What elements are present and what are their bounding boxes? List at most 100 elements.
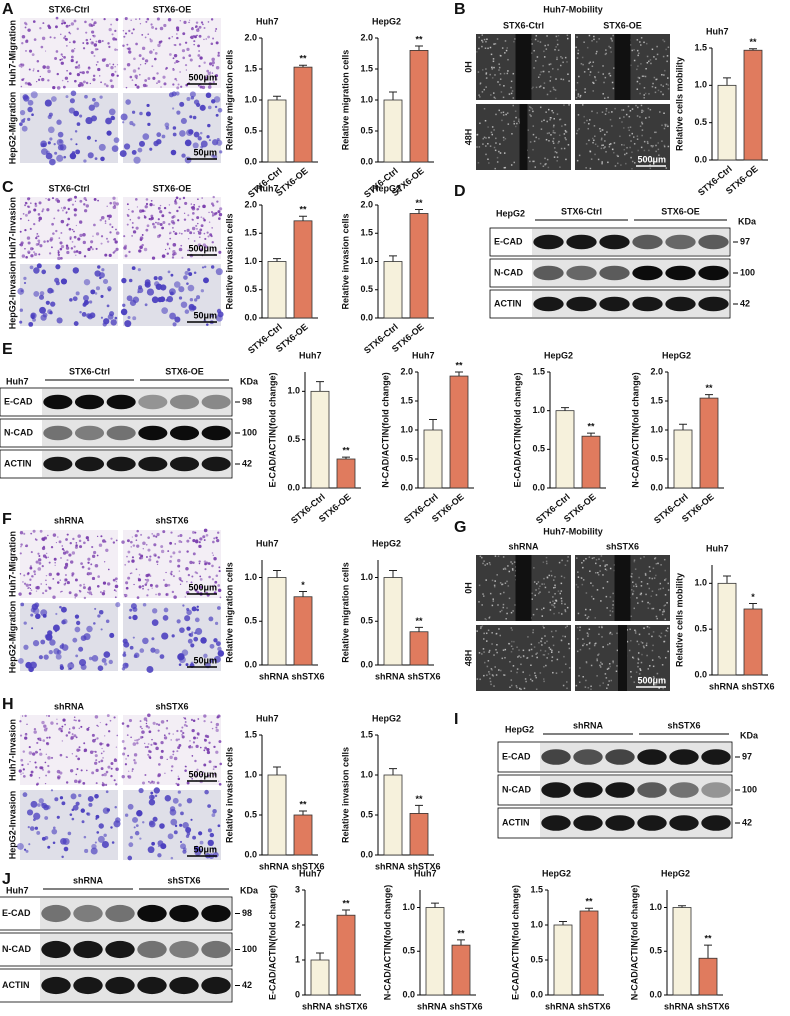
cell-speck [79, 584, 82, 587]
bar [337, 915, 355, 995]
cell-speck [617, 650, 619, 652]
cell-speck [653, 56, 655, 58]
cell-speck [139, 18, 140, 19]
cell-speck [640, 558, 642, 560]
cell-speck [490, 47, 492, 49]
cell-speck [75, 66, 78, 69]
cell-speck [504, 167, 506, 169]
y-tick-label: 0.0 [360, 659, 373, 669]
cell-speck [484, 662, 486, 664]
significance: ** [704, 934, 712, 944]
cell-speck [171, 216, 174, 219]
cell-speck [150, 648, 155, 653]
cell-speck [630, 110, 632, 112]
cell-speck [20, 63, 22, 65]
cell-speck [58, 237, 60, 239]
cell-speck [658, 149, 660, 151]
cell-speck [171, 220, 175, 224]
row-label: 48H [463, 129, 473, 146]
cell-speck [652, 590, 654, 592]
cell-speck [642, 75, 644, 77]
cell-speck [63, 156, 66, 159]
bar [410, 213, 428, 318]
cell-speck [645, 68, 647, 70]
cell-speck [57, 650, 62, 655]
cell-speck [132, 615, 137, 620]
y-tick-label: 1.5 [360, 63, 373, 73]
cell-speck [189, 740, 190, 741]
cell-speck [110, 720, 112, 722]
cell-speck [134, 826, 136, 828]
cell-speck [662, 664, 664, 666]
band [669, 749, 698, 765]
cell-speck [41, 78, 44, 81]
cell-speck [83, 203, 85, 205]
cell-speck [543, 678, 545, 680]
cell-speck [664, 70, 666, 72]
cell-speck [138, 148, 143, 153]
cell-speck [657, 54, 659, 56]
cell-speck [553, 579, 555, 581]
y-tick-label: 1.0 [649, 902, 662, 912]
cell-speck [95, 754, 98, 757]
cell-speck [27, 572, 29, 574]
cell-speck [195, 617, 200, 622]
cell-speck [145, 205, 148, 208]
cell-speck [599, 685, 601, 687]
cell-speck [137, 291, 139, 293]
cell-speck [116, 768, 117, 769]
cell-speck [583, 579, 585, 581]
cell-speck [86, 626, 92, 632]
cell-speck [135, 84, 137, 86]
cell-speck [31, 575, 34, 578]
cell-speck [131, 603, 137, 609]
cell-speck [49, 252, 51, 254]
cell-speck [511, 81, 513, 83]
cell-speck [124, 143, 130, 149]
band [573, 815, 602, 831]
cell-speck [93, 75, 95, 77]
cell-speck [189, 115, 192, 118]
x-tick-label: shRNA [259, 671, 290, 681]
cell-speck [609, 663, 611, 665]
y-tick-label: 0.5 [360, 284, 373, 294]
cell-speck [100, 157, 105, 162]
cell-speck [169, 238, 171, 240]
significance: ** [585, 897, 593, 907]
cell-speck [551, 604, 553, 606]
cell-speck [556, 57, 558, 59]
cell-speck [599, 565, 601, 567]
cell-speck [533, 134, 535, 136]
cell-speck [103, 318, 109, 324]
cell-speck [497, 604, 499, 606]
cell-speck [645, 573, 647, 575]
cell-speck [629, 650, 631, 652]
cell-speck [171, 574, 173, 576]
cell-speck [148, 743, 150, 745]
cell-speck [146, 556, 148, 558]
cell-speck [193, 116, 197, 120]
cell-speck [585, 686, 587, 688]
cell-speck [151, 739, 153, 741]
cell-speck [478, 37, 480, 39]
cell-speck [123, 68, 126, 71]
cell-speck [180, 811, 184, 815]
cell-speck [103, 279, 108, 284]
y-tick-label: 1.0 [360, 94, 373, 104]
cell-speck [82, 820, 85, 823]
cell-speck [665, 49, 667, 51]
cell-speck [94, 608, 96, 610]
cell-speck [488, 671, 490, 673]
cell-speck [589, 74, 591, 76]
cell-speck [634, 143, 636, 145]
cell-speck [176, 750, 178, 752]
cell-speck [17, 288, 24, 295]
cell-speck [146, 104, 149, 107]
cell-speck [157, 781, 160, 784]
cell-speck [41, 148, 48, 155]
cell-speck [56, 572, 59, 575]
cell-speck [179, 534, 182, 537]
cell-speck [186, 610, 192, 616]
cell-speck [122, 740, 125, 743]
cell-speck [110, 775, 112, 777]
